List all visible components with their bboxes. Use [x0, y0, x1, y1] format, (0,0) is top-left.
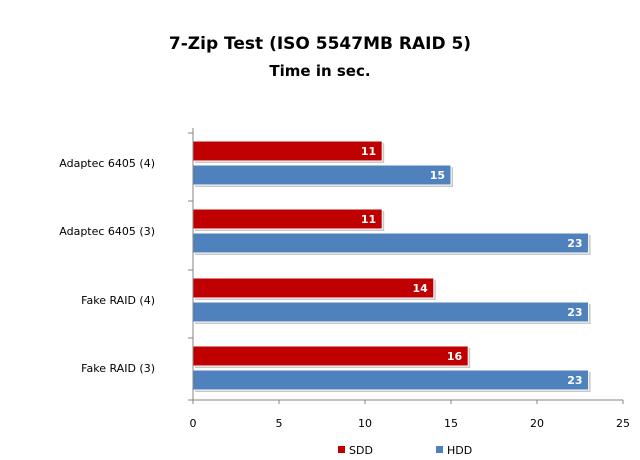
data-label: 15 — [430, 169, 445, 182]
bar-sdd — [192, 277, 435, 299]
bar-sdd — [192, 140, 383, 162]
data-label: 23 — [567, 237, 582, 250]
bar-hdd — [192, 164, 452, 186]
bar-sdd — [192, 345, 469, 367]
x-tick-label: 15 — [444, 417, 458, 430]
data-label: 14 — [412, 282, 428, 295]
x-tick-label: 5 — [276, 417, 283, 430]
bar-hdd — [192, 369, 590, 391]
bar-hdd — [192, 301, 590, 323]
legend-swatch — [436, 446, 443, 453]
x-tick-label: 10 — [358, 417, 372, 430]
x-tick-label: 20 — [530, 417, 544, 430]
data-label: 23 — [567, 374, 582, 387]
bar-sdd — [192, 208, 383, 230]
category-label: Adaptec 6405 (4) — [59, 157, 155, 170]
category-label: Fake RAID (4) — [81, 294, 155, 307]
legend-label: HDD — [447, 444, 472, 457]
x-tick-label: 0 — [190, 417, 197, 430]
x-tick-label: 25 — [616, 417, 630, 430]
category-label: Adaptec 6405 (3) — [59, 225, 155, 238]
legend-swatch — [338, 446, 345, 453]
data-label: 16 — [447, 350, 463, 363]
category-label: Fake RAID (3) — [81, 362, 155, 375]
legend-label: SDD — [349, 444, 373, 457]
data-label: 23 — [567, 306, 582, 319]
chart-subtitle: Time in sec. — [269, 62, 371, 80]
bar-hdd — [192, 232, 590, 254]
data-label: 11 — [361, 213, 376, 226]
data-label: 11 — [361, 145, 376, 158]
chart-title: 7-Zip Test (ISO 5547MB RAID 5) — [168, 34, 472, 54]
